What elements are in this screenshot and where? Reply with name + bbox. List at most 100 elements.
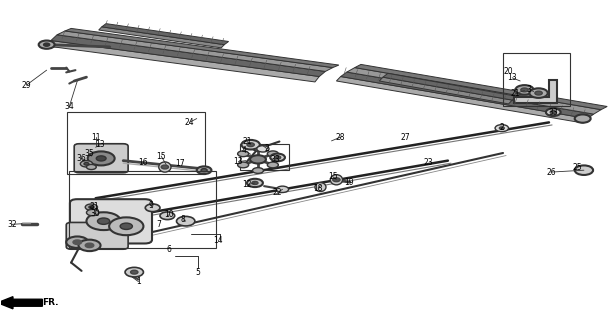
FancyArrow shape bbox=[0, 297, 42, 309]
Circle shape bbox=[80, 161, 93, 167]
Circle shape bbox=[79, 240, 101, 251]
Text: 19: 19 bbox=[344, 178, 354, 187]
Text: 6: 6 bbox=[167, 245, 171, 254]
Text: FR.: FR. bbox=[42, 298, 59, 307]
Circle shape bbox=[247, 143, 254, 147]
Circle shape bbox=[87, 164, 96, 170]
Polygon shape bbox=[65, 28, 339, 68]
Text: 36: 36 bbox=[77, 154, 87, 163]
Circle shape bbox=[495, 124, 508, 132]
Text: 5: 5 bbox=[195, 268, 200, 277]
Polygon shape bbox=[514, 80, 557, 103]
Circle shape bbox=[125, 268, 144, 277]
Polygon shape bbox=[347, 68, 601, 114]
Text: 13: 13 bbox=[95, 140, 105, 149]
Circle shape bbox=[98, 218, 110, 224]
Bar bbox=[69, 171, 216, 248]
Circle shape bbox=[575, 165, 593, 175]
Text: 13: 13 bbox=[233, 157, 243, 166]
Text: 11: 11 bbox=[91, 132, 101, 141]
Circle shape bbox=[88, 151, 115, 165]
Text: 24: 24 bbox=[185, 118, 194, 127]
Circle shape bbox=[87, 209, 99, 216]
Circle shape bbox=[252, 168, 263, 173]
Text: 8: 8 bbox=[181, 215, 185, 224]
Ellipse shape bbox=[159, 162, 171, 172]
Circle shape bbox=[270, 154, 285, 161]
Polygon shape bbox=[336, 76, 588, 123]
Text: 21: 21 bbox=[242, 137, 252, 146]
Text: 21: 21 bbox=[510, 89, 520, 98]
Circle shape bbox=[521, 88, 528, 92]
Text: 7: 7 bbox=[157, 220, 161, 229]
Circle shape bbox=[499, 127, 504, 129]
Circle shape bbox=[85, 243, 94, 248]
Circle shape bbox=[257, 146, 269, 152]
Circle shape bbox=[546, 108, 561, 116]
Text: 17: 17 bbox=[175, 159, 184, 168]
Text: 2: 2 bbox=[265, 144, 270, 153]
Circle shape bbox=[529, 88, 548, 98]
Text: 27: 27 bbox=[400, 133, 410, 142]
Polygon shape bbox=[51, 35, 325, 76]
Circle shape bbox=[131, 270, 138, 274]
FancyBboxPatch shape bbox=[70, 199, 152, 244]
Text: 35: 35 bbox=[85, 149, 95, 158]
Circle shape bbox=[146, 204, 160, 212]
Circle shape bbox=[84, 163, 89, 165]
Circle shape bbox=[238, 151, 249, 157]
Text: 18: 18 bbox=[313, 184, 323, 193]
Polygon shape bbox=[383, 73, 516, 100]
Circle shape bbox=[201, 169, 207, 172]
Circle shape bbox=[96, 156, 106, 161]
Circle shape bbox=[252, 181, 258, 185]
Circle shape bbox=[44, 43, 50, 46]
Circle shape bbox=[247, 179, 263, 187]
Text: 13: 13 bbox=[507, 73, 517, 82]
Text: 30: 30 bbox=[91, 209, 101, 218]
Circle shape bbox=[252, 145, 263, 151]
Text: 20: 20 bbox=[503, 67, 513, 76]
FancyBboxPatch shape bbox=[66, 222, 128, 249]
Bar bbox=[239, 144, 289, 170]
Text: 12: 12 bbox=[242, 180, 252, 189]
Text: 9: 9 bbox=[149, 201, 154, 210]
Circle shape bbox=[535, 91, 542, 95]
Circle shape bbox=[66, 236, 88, 248]
Circle shape bbox=[276, 186, 289, 193]
Text: 1: 1 bbox=[136, 277, 141, 286]
Ellipse shape bbox=[315, 183, 326, 192]
Circle shape bbox=[274, 156, 281, 159]
Circle shape bbox=[575, 115, 591, 123]
Circle shape bbox=[333, 178, 340, 182]
Text: 22: 22 bbox=[273, 188, 282, 197]
Text: 33: 33 bbox=[548, 108, 558, 117]
Circle shape bbox=[109, 217, 144, 235]
FancyBboxPatch shape bbox=[74, 144, 128, 173]
Text: 23: 23 bbox=[424, 158, 433, 167]
Polygon shape bbox=[102, 24, 228, 45]
Bar bbox=[503, 53, 570, 106]
Circle shape bbox=[73, 240, 82, 244]
Text: 15: 15 bbox=[157, 152, 166, 161]
Text: 2: 2 bbox=[499, 123, 504, 132]
Text: 34: 34 bbox=[64, 102, 74, 111]
Polygon shape bbox=[341, 72, 594, 119]
Circle shape bbox=[250, 155, 266, 164]
Text: 26: 26 bbox=[546, 168, 556, 177]
Text: 29: 29 bbox=[21, 81, 31, 90]
Circle shape bbox=[515, 85, 534, 95]
Polygon shape bbox=[57, 31, 333, 71]
Circle shape bbox=[87, 212, 121, 230]
Bar bbox=[67, 112, 204, 174]
Text: 28: 28 bbox=[336, 132, 346, 141]
Text: 16: 16 bbox=[138, 158, 147, 167]
Polygon shape bbox=[99, 27, 224, 48]
Circle shape bbox=[238, 162, 249, 168]
Circle shape bbox=[267, 162, 278, 168]
Polygon shape bbox=[355, 64, 607, 110]
Text: 10: 10 bbox=[165, 210, 174, 219]
Polygon shape bbox=[379, 77, 512, 104]
Circle shape bbox=[267, 151, 278, 157]
Circle shape bbox=[176, 216, 195, 226]
